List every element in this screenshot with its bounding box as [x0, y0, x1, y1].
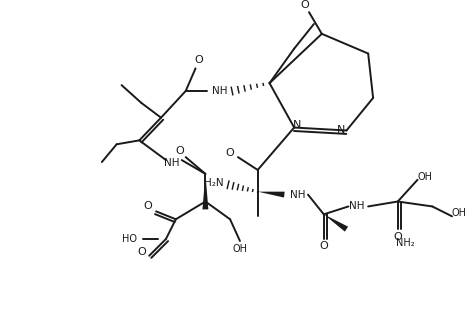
- Text: NH₂: NH₂: [396, 238, 415, 248]
- Text: NH: NH: [164, 158, 179, 168]
- Text: O: O: [393, 232, 402, 242]
- Text: HO: HO: [122, 234, 137, 244]
- Text: NH: NH: [212, 86, 228, 96]
- Text: NH: NH: [349, 202, 364, 211]
- Text: O: O: [300, 0, 309, 10]
- Polygon shape: [258, 192, 284, 197]
- Text: N: N: [293, 119, 301, 130]
- Text: O: O: [137, 247, 146, 257]
- Text: N: N: [337, 126, 346, 136]
- Polygon shape: [203, 174, 208, 209]
- Text: OH: OH: [418, 172, 433, 182]
- Polygon shape: [324, 214, 348, 232]
- Text: OH: OH: [451, 208, 466, 218]
- Text: O: O: [144, 202, 153, 211]
- Text: O: O: [319, 241, 328, 251]
- Text: O: O: [226, 148, 235, 158]
- Text: H₂N: H₂N: [204, 178, 224, 188]
- Text: O: O: [194, 55, 203, 65]
- Text: O: O: [175, 146, 184, 156]
- Text: NH: NH: [291, 190, 306, 200]
- Text: OH: OH: [233, 244, 247, 254]
